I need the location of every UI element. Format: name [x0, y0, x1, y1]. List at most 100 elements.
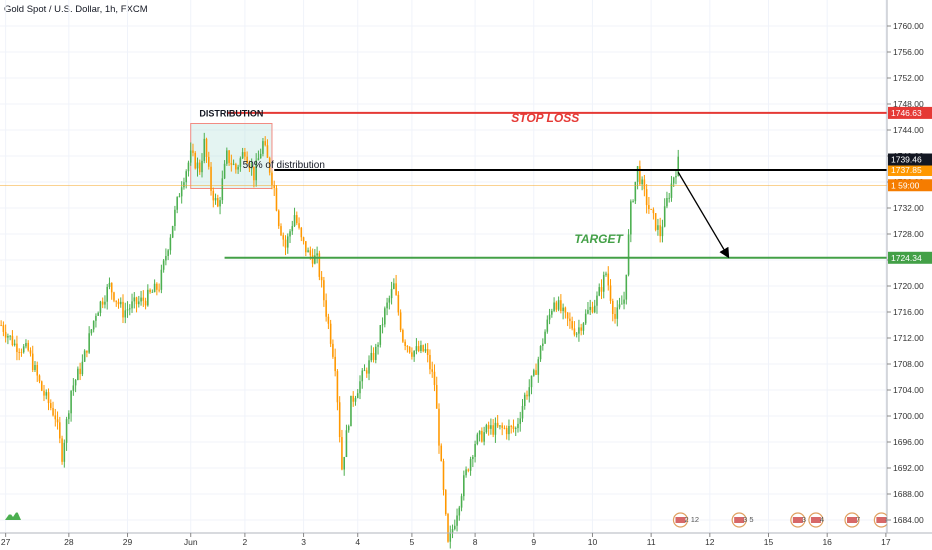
candle-body [440, 445, 443, 462]
candle-body [535, 370, 537, 375]
candle-body [86, 350, 88, 353]
candle-body [325, 300, 327, 317]
candle-body [40, 381, 43, 391]
candle-body [472, 456, 474, 460]
candle-body [343, 456, 345, 470]
distribution-label: DISTRIBUTION [199, 109, 263, 119]
candle-body [560, 300, 562, 312]
time-tick-label: 8 [473, 537, 478, 547]
candle-body [210, 166, 212, 191]
candle-body [83, 350, 86, 362]
candle-body [420, 345, 422, 351]
candle-body [18, 352, 20, 353]
level-lines [0, 111, 887, 259]
candle-body [356, 393, 359, 399]
candle-body [246, 156, 248, 164]
candle-body [217, 198, 219, 207]
candle-body [72, 385, 75, 391]
candle-body [675, 175, 677, 178]
candle-body [639, 166, 641, 185]
candle-body [171, 226, 174, 238]
time-tick-label: 29 [123, 537, 133, 547]
candle-body [598, 287, 601, 296]
candle-body [273, 185, 276, 189]
candle-body [411, 352, 413, 357]
mid-distribution-price-tag [888, 163, 932, 176]
candle-body [616, 307, 619, 319]
candle-body [654, 213, 657, 230]
candle-body [162, 260, 165, 270]
candle-body [221, 178, 224, 201]
candle-body [61, 438, 63, 462]
candle-body [135, 297, 138, 305]
candle-body [341, 437, 343, 470]
tradingview-logo-icon[interactable] [4, 507, 22, 523]
candle-body [474, 444, 476, 457]
candle-body [327, 316, 330, 324]
candle-body [596, 295, 598, 306]
candle-body [666, 198, 668, 207]
candle-body [219, 200, 221, 207]
time-axis[interactable]: 27 28 29 Jun 2 3 4 5 8 9 10 11 12 15 16 17 [0, 532, 932, 547]
candle-body [490, 425, 492, 429]
candle-body [593, 305, 596, 313]
chart-title: Gold Spot / U.S. Dollar, 1h, FXCM [4, 4, 148, 15]
candle-body [101, 301, 104, 305]
candle-body [589, 306, 591, 310]
candle-body [329, 323, 332, 344]
candle-body [542, 343, 544, 347]
candle-body [388, 298, 391, 303]
candle-body [79, 368, 81, 375]
candle-body [591, 306, 594, 313]
candle-body [377, 344, 379, 347]
price-tick-label: 1708.00 [893, 359, 924, 369]
candle-body [108, 282, 111, 287]
candle-body [241, 152, 244, 159]
candle-body [189, 150, 192, 163]
candle-body [47, 392, 50, 404]
candle-body [183, 182, 185, 188]
candle-body [661, 226, 664, 237]
candle-body [38, 375, 41, 382]
candle-body [607, 273, 610, 286]
candle-body [677, 156, 680, 176]
candle-body [363, 370, 366, 372]
high-price-label: 1739.46 [891, 155, 922, 165]
candle-body [316, 253, 318, 256]
candle-body [131, 301, 133, 309]
candle-body [350, 395, 352, 427]
candle-body [74, 380, 77, 386]
price-tick-label: 1756.00 [893, 47, 924, 57]
candle-body [169, 237, 172, 251]
candle-body [314, 255, 316, 264]
candle-body [663, 206, 666, 227]
candle-body [625, 274, 628, 300]
mid-distribution-price-label: 1737.85 [891, 165, 922, 175]
candle-body [521, 406, 524, 419]
candle-body [424, 349, 427, 352]
candle-body [584, 313, 587, 324]
price-axis[interactable]: 1684.00 1688.00 1692.00 1696.00 1700.00 1704.… [886, 0, 932, 550]
candle-body [176, 197, 178, 210]
candle-body [526, 394, 528, 397]
candle-body [503, 427, 506, 429]
candle-body [0, 325, 2, 326]
candle-body [456, 515, 458, 526]
candle-body [151, 292, 154, 293]
candle-body [122, 301, 124, 318]
high-price-tag [888, 153, 932, 166]
candle-body [449, 532, 452, 542]
time-tick-label: 10 [588, 537, 598, 547]
price-tick-label: 1688.00 [893, 489, 924, 499]
candle-body [275, 188, 278, 211]
candle-body [334, 356, 336, 372]
candle-body [237, 166, 239, 170]
candle-body [465, 469, 467, 476]
candle-body [230, 162, 233, 165]
time-tick-label: 12 [705, 537, 715, 547]
candle-body [90, 329, 93, 334]
event-flag-stripe [810, 517, 821, 523]
candle-body [438, 408, 440, 446]
candle-body [282, 235, 285, 240]
